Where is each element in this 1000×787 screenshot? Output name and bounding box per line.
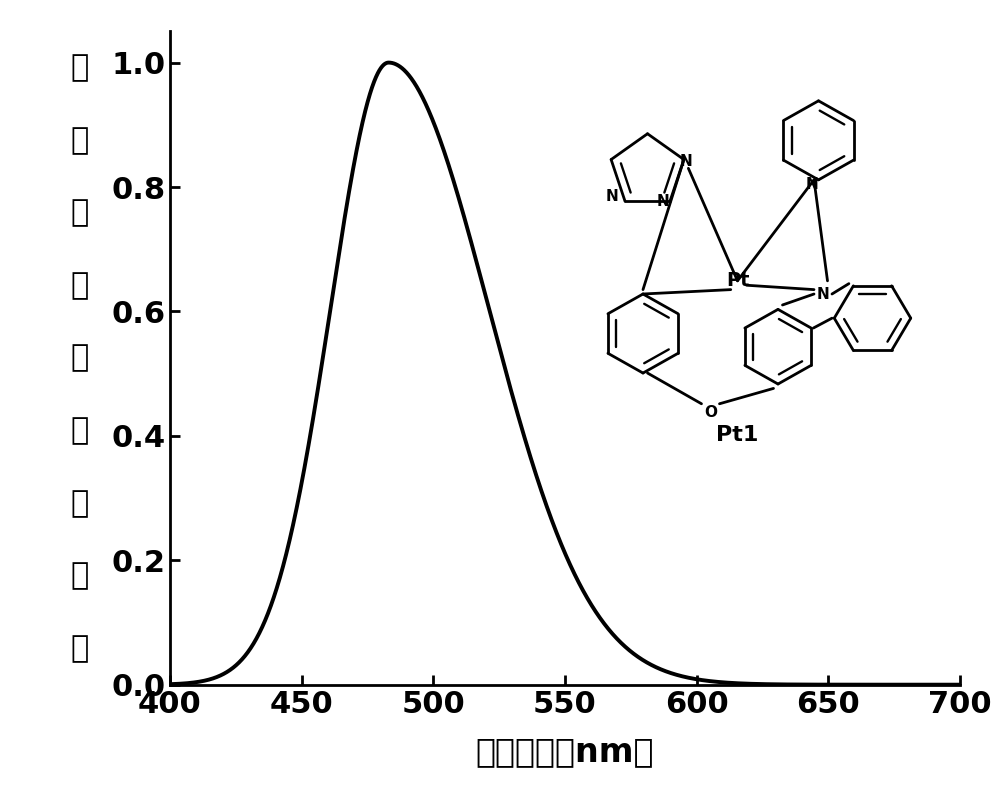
Text: 一: 一 [70, 198, 88, 227]
Text: N: N [605, 190, 618, 205]
Text: 的: 的 [70, 344, 88, 372]
Text: N: N [805, 177, 818, 192]
X-axis label: 发光波长（nm）: 发光波长（nm） [476, 735, 654, 768]
Text: N: N [817, 286, 829, 301]
Text: 化: 化 [70, 271, 88, 300]
Text: N: N [680, 154, 693, 169]
Text: 光: 光 [70, 489, 88, 518]
Text: 已: 已 [70, 54, 88, 83]
Text: 度: 度 [70, 634, 88, 663]
Text: O: O [704, 405, 717, 420]
Text: 发: 发 [70, 416, 88, 445]
Text: 强: 强 [70, 561, 88, 590]
Text: Pt1: Pt1 [716, 424, 759, 445]
Text: 归: 归 [70, 126, 88, 155]
Text: Pt: Pt [726, 272, 749, 290]
Text: N: N [657, 194, 670, 209]
